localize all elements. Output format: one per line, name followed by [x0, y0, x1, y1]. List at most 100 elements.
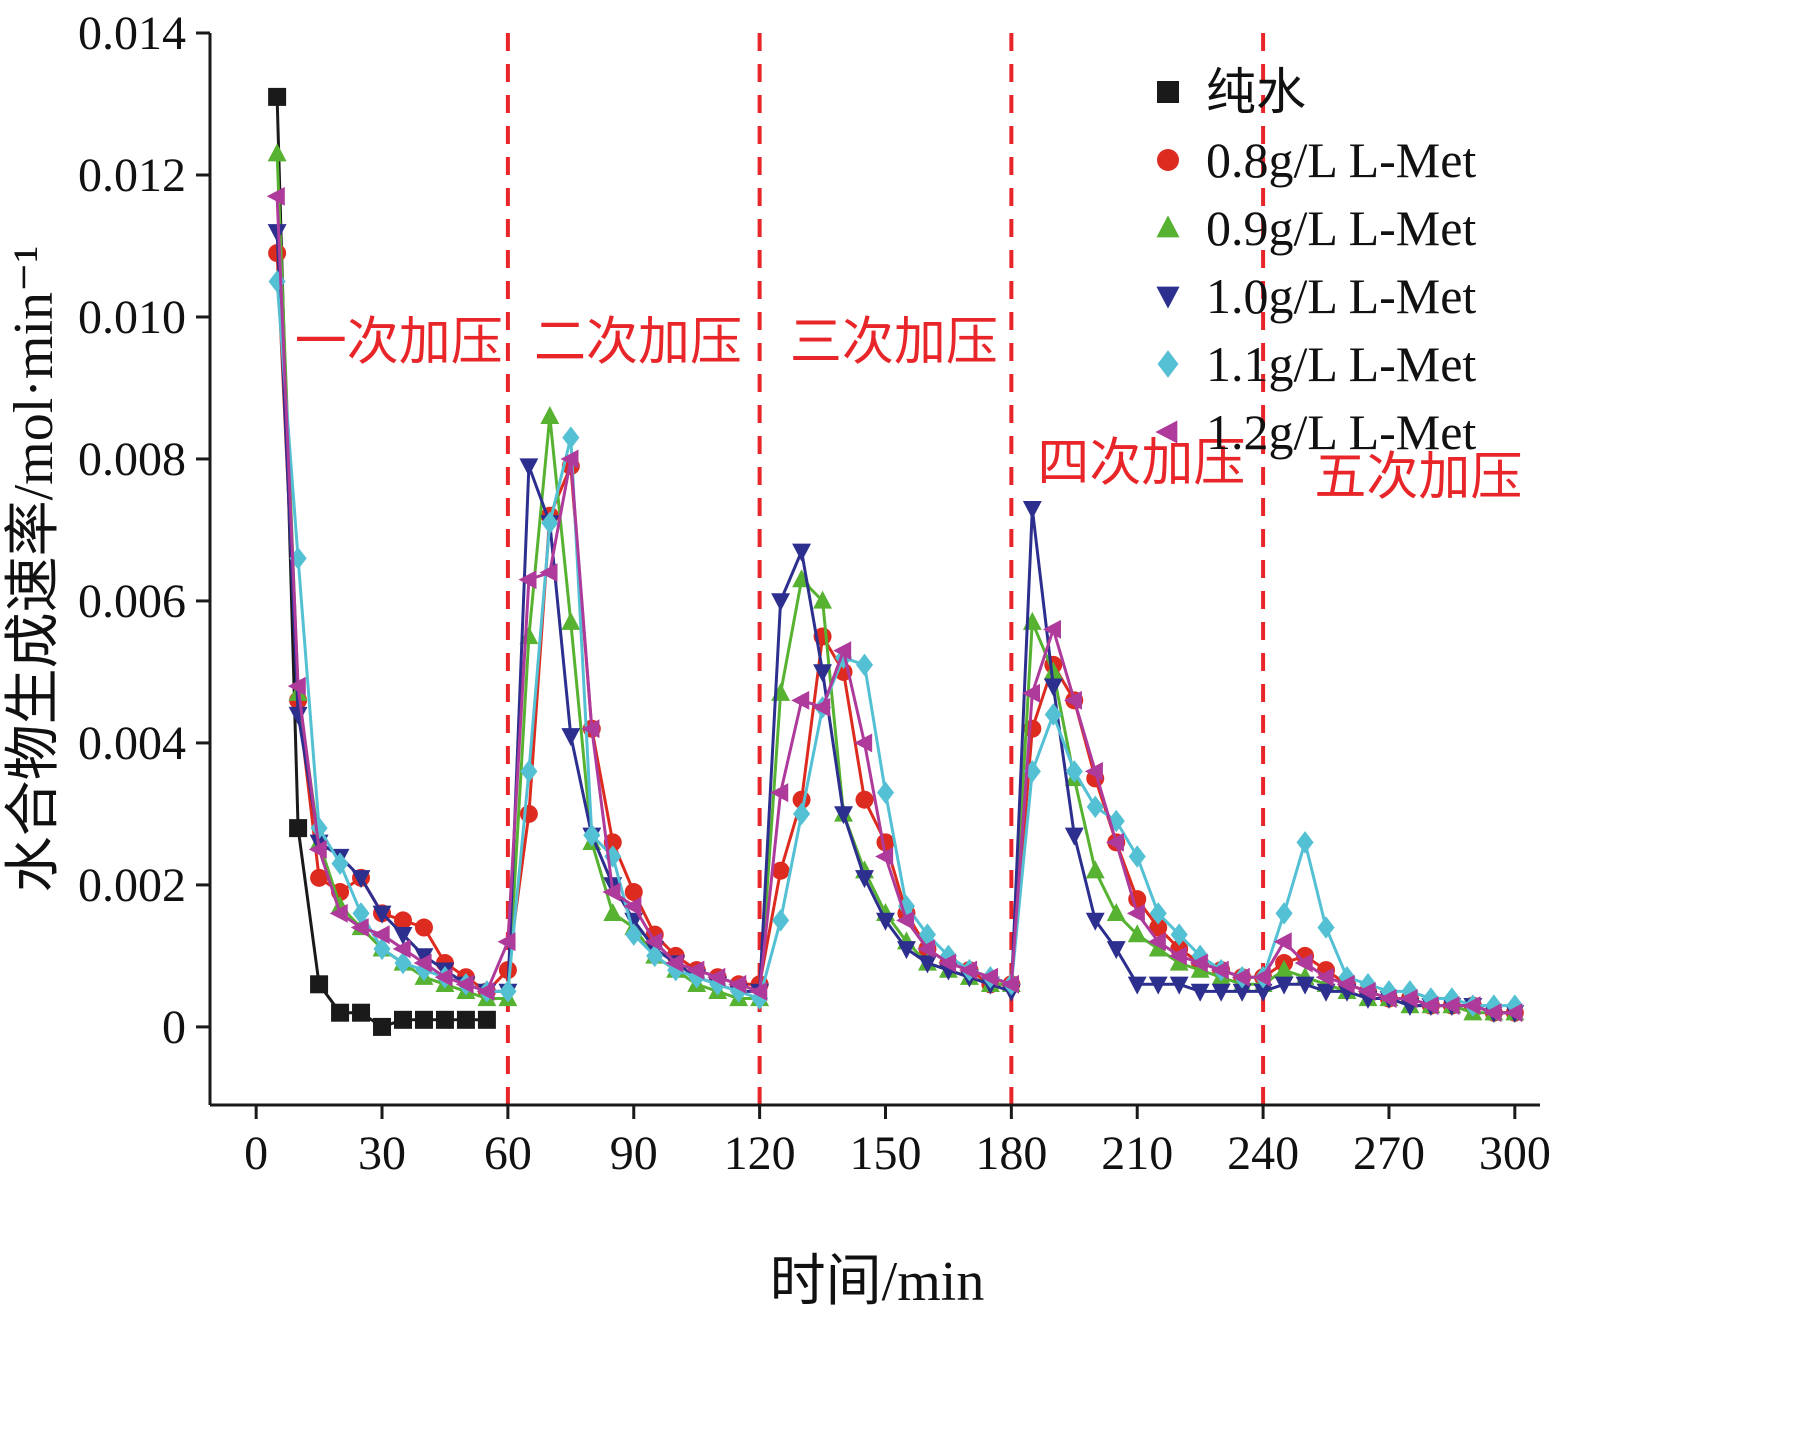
triangle-left-marker: [1105, 832, 1124, 852]
diamond-marker: [1170, 923, 1188, 946]
square-marker: [289, 819, 308, 838]
triangle-left-marker: [686, 960, 705, 980]
triangle-up-marker: [1169, 952, 1189, 971]
diamond-marker: [939, 944, 957, 968]
square-marker: [352, 1003, 371, 1022]
triangle-left-marker: [1378, 989, 1397, 1008]
triangle-left-marker: [1399, 989, 1418, 1008]
triangle-down-marker: [1043, 678, 1063, 697]
triangle-left-marker: [476, 981, 495, 1001]
circle-marker: [1149, 918, 1168, 937]
y-tick-label: 0.004: [78, 717, 186, 770]
square-marker: [373, 1017, 392, 1036]
diamond-marker: [1149, 902, 1167, 925]
circle-marker: [624, 883, 643, 902]
circle-marker: [519, 804, 538, 823]
diamond-marker: [394, 951, 412, 975]
triangle-left-marker: [875, 847, 894, 866]
series-5: [266, 186, 1523, 1023]
triangle-up-marker: [1274, 959, 1294, 978]
diamond-marker: [562, 426, 580, 449]
series-0: [268, 87, 496, 1036]
diamond-marker: [1128, 845, 1146, 868]
triangle-left-marker: [728, 974, 747, 994]
triangle-down-marker: [414, 948, 434, 967]
legend-label: 纯水: [1206, 64, 1306, 120]
diamond-marker: [541, 511, 559, 535]
square-marker: [435, 1010, 454, 1029]
stage-annotation: 二次加压: [534, 315, 742, 372]
triangle-up-marker: [603, 902, 623, 921]
triangle-down-marker: [1085, 912, 1105, 931]
triangle-down-marker: [267, 224, 287, 243]
circle-marker: [310, 868, 329, 887]
triangle-down-marker: [1190, 983, 1210, 1002]
triangle-down-marker: [813, 664, 833, 683]
diamond-marker: [1044, 703, 1062, 726]
triangle-left-marker: [1168, 946, 1187, 966]
x-tick-label: 60: [484, 1127, 532, 1180]
triangle-left-marker: [350, 918, 369, 937]
diamond-marker: [751, 987, 769, 1010]
x-tick-label: 0: [244, 1127, 268, 1180]
triangle-up-marker: [1148, 938, 1168, 957]
legend-item: 0.9g/L L-Met: [1156, 200, 1476, 256]
triangle-left-marker: [1273, 932, 1292, 952]
triangle-left-marker: [854, 733, 873, 753]
x-tick-label: 270: [1353, 1127, 1425, 1180]
triangle-left-marker: [1483, 1003, 1502, 1023]
diamond-marker: [583, 823, 601, 847]
triangle-left-marker: [1252, 967, 1271, 987]
square-marker: [477, 1010, 496, 1029]
legend-label: 0.9g/L L-Met: [1206, 200, 1476, 256]
triangle-left-marker: [539, 563, 558, 582]
triangle-left-marker: [1441, 996, 1460, 1016]
y-tick-label: 0.006: [78, 575, 186, 628]
diamond-marker: [1023, 760, 1041, 783]
triangle-left-marker: [434, 967, 453, 987]
diamond-marker: [625, 923, 643, 946]
triangle-down-marker: [1232, 983, 1252, 1002]
triangle-down-marker: [834, 806, 853, 825]
triangle-left-marker: [833, 641, 852, 661]
triangle-left-marker: [602, 882, 621, 902]
legend-item: 纯水: [1157, 64, 1306, 120]
triangle-down-marker: [1022, 501, 1042, 520]
circle-marker: [414, 918, 433, 937]
x-tick-label: 30: [358, 1127, 406, 1180]
triangle-left-marker: [959, 960, 978, 980]
triangle-left-marker: [749, 981, 768, 1001]
triangle-left-marker: [938, 953, 957, 973]
circle-marker: [855, 790, 874, 809]
triangle-left-marker: [455, 974, 474, 994]
triangle-up-marker: [813, 590, 833, 609]
y-tick-label: 0.008: [78, 433, 186, 486]
triangle-left-marker: [644, 932, 663, 952]
triangle-left-marker: [980, 967, 999, 987]
diamond-marker: [352, 902, 370, 925]
triangle-left-marker: [287, 676, 306, 696]
triangle-left-marker: [392, 939, 411, 959]
triangle-left-marker: [707, 967, 726, 987]
triangle-left-marker: [1042, 619, 1061, 639]
y-tick-label: 0.002: [78, 859, 186, 912]
triangle-left-marker: [812, 697, 831, 717]
triangle-up-marker: [1190, 959, 1210, 978]
diamond-marker: [1157, 350, 1179, 378]
circle-marker: [393, 911, 412, 930]
square-marker: [1157, 81, 1179, 103]
legend-item: 0.8g/L L-Met: [1157, 132, 1476, 188]
triangle-left-marker: [1210, 960, 1229, 980]
circle-marker: [1157, 149, 1179, 171]
triangle-up-marker: [267, 143, 287, 162]
x-axis-label: 时间/min: [770, 1251, 985, 1313]
legend-label: 1.2g/L L-Met: [1206, 404, 1476, 460]
triangle-left-marker: [791, 690, 810, 710]
triangle-left-marker: [1189, 953, 1208, 973]
diamond-marker: [1275, 902, 1293, 925]
y-tick-label: 0.014: [78, 7, 186, 60]
triangle-left-marker: [1021, 683, 1040, 703]
triangle-left-marker: [1001, 974, 1020, 994]
